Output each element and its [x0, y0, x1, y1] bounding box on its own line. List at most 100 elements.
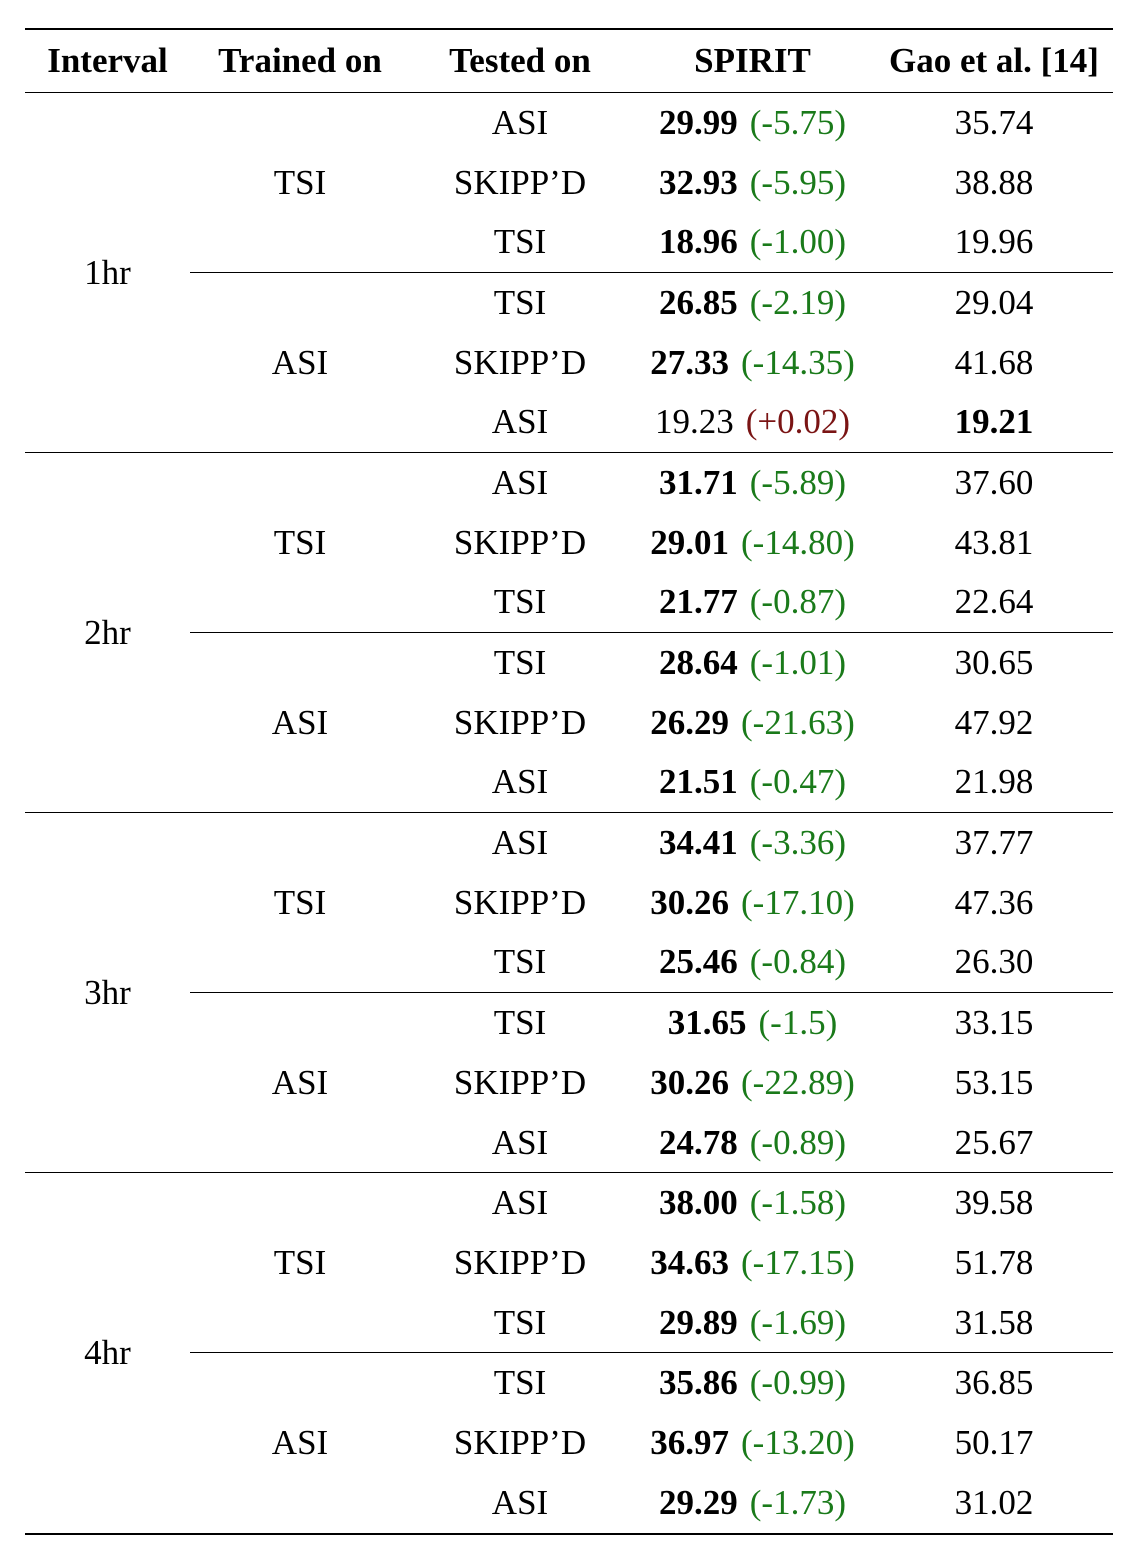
- tested-on-cell: ASI: [410, 1172, 630, 1234]
- tested-on-cell: ASI: [410, 91, 630, 153]
- table-row: SKIPP’D 34.63 (-17.15) 51.78: [25, 1233, 1113, 1293]
- table-row: SKIPP’D 32.93 (-5.95) 38.88: [25, 153, 1113, 213]
- spirit-delta: (-22.89): [741, 1062, 855, 1102]
- gao-cell: 31.02: [875, 1472, 1113, 1535]
- gao-cell: 22.64: [954, 582, 1034, 622]
- table-row: TSI 21.77 (-0.87) 22.64: [25, 573, 1113, 633]
- spirit-cell: 21.77 (-0.87): [630, 573, 875, 633]
- spirit-value: 30.26: [650, 882, 730, 922]
- gao-cell: 21.98: [954, 762, 1034, 802]
- spirit-value: 18.96: [659, 222, 738, 262]
- spirit-cell: 34.41 (-3.36): [630, 812, 875, 873]
- spirit-cell: 18.96 (-1.00): [630, 212, 875, 272]
- table-row: ASI 24.78 (-0.89) 25.67: [25, 1113, 1113, 1173]
- spirit-value: 38.00: [659, 1183, 738, 1223]
- gao-cell: 31.58: [954, 1302, 1034, 1342]
- tested-on-cell: TSI: [410, 992, 630, 1053]
- spirit-delta: (-0.47): [749, 762, 846, 802]
- table-row: 1hr TSI ASI 29.99 (-5.75) 35.74: [25, 91, 1113, 453]
- header-gao: Gao et al. [14]: [875, 28, 1113, 93]
- table-row: ASI 19.23 (+0.02) 19.21: [25, 392, 1113, 452]
- spirit-delta: (-0.87): [749, 582, 846, 622]
- spirit-delta: (-17.10): [741, 882, 855, 922]
- interval-cell: 2hr: [25, 452, 190, 813]
- spirit-cell: 19.23 (+0.02): [630, 392, 875, 452]
- tested-on-cell: SKIPP’D: [453, 342, 587, 382]
- trained-on-cell: TSI: [190, 91, 410, 273]
- spirit-cell: 29.89 (-1.69): [630, 1293, 875, 1353]
- spirit-delta: (-1.58): [749, 1183, 846, 1223]
- spirit-value: 26.29: [650, 702, 730, 742]
- header-tested-on: Tested on: [410, 28, 630, 93]
- spirit-delta: (-14.35): [741, 342, 855, 382]
- spirit-cell: 34.63 (-17.15): [630, 1233, 875, 1293]
- gao-cell: 26.30: [954, 942, 1034, 982]
- table-row: SKIPP’D 27.33 (-14.35) 41.68: [25, 333, 1113, 393]
- spirit-delta: (-0.89): [749, 1122, 846, 1162]
- gao-cell: 43.81: [954, 522, 1034, 562]
- header-trained-on: Trained on: [190, 28, 410, 93]
- tested-on-cell: TSI: [410, 632, 630, 693]
- table-row: SKIPP’D 36.97 (-13.20) 50.17: [25, 1413, 1113, 1473]
- table-row: 3hr TSI ASI 34.41 (-3.36) 37.77: [25, 812, 1113, 1173]
- table-row: TSI 18.96 (-1.00) 19.96: [25, 212, 1113, 272]
- spirit-value: 36.97: [650, 1422, 730, 1462]
- trained-on-cell: TSI: [190, 812, 410, 993]
- spirit-delta: (-1.5): [758, 1003, 838, 1043]
- header-spirit: SPIRIT: [630, 28, 875, 93]
- spirit-cell: 26.29 (-21.63): [630, 693, 875, 753]
- gao-cell: 29.04: [875, 272, 1113, 333]
- tested-on-cell: TSI: [410, 1352, 630, 1414]
- tested-on-cell: ASI: [410, 812, 630, 873]
- results-table: Interval Trained on Tested on SPIRIT Gao…: [25, 28, 1113, 1535]
- interval-cell: 1hr: [25, 91, 190, 453]
- trained-on-cell: ASI: [190, 272, 410, 453]
- spirit-cell: 35.86 (-0.99): [630, 1352, 875, 1414]
- table-row: ASI 29.29 (-1.73) 31.02: [25, 1472, 1113, 1535]
- gao-cell: 25.67: [954, 1122, 1034, 1162]
- spirit-delta: (-5.95): [749, 162, 846, 202]
- spirit-cell: 28.64 (-1.01): [630, 632, 875, 693]
- tested-on-cell: TSI: [493, 1302, 547, 1342]
- table-row: SKIPP’D 29.01 (-14.80) 43.81: [25, 513, 1113, 573]
- spirit-value: 30.26: [650, 1062, 730, 1102]
- table-row: SKIPP’D 30.26 (-17.10) 47.36: [25, 873, 1113, 933]
- header-interval: Interval: [25, 28, 190, 93]
- spirit-value: 31.65: [667, 1003, 747, 1043]
- table-row: TSI 29.89 (-1.69) 31.58: [25, 1293, 1113, 1353]
- gao-cell: 35.74: [875, 91, 1113, 153]
- spirit-delta: (-2.19): [749, 282, 846, 322]
- tested-on-cell: ASI: [491, 402, 549, 442]
- spirit-cell: 36.97 (-13.20): [630, 1413, 875, 1473]
- spirit-delta: (-13.20): [741, 1422, 855, 1462]
- results-table-container: Interval Trained on Tested on SPIRIT Gao…: [25, 28, 1113, 1535]
- trained-on-cell: ASI: [190, 632, 410, 813]
- spirit-delta: (-1.73): [749, 1482, 846, 1522]
- table-row: ASI TSI 35.86 (-0.99) 36.85: [25, 1352, 1113, 1535]
- spirit-delta: (+0.02): [745, 402, 851, 442]
- spirit-value: 31.71: [659, 462, 738, 502]
- spirit-cell: 31.71 (-5.89): [630, 452, 875, 513]
- interval-cell: 4hr: [25, 1172, 190, 1535]
- tested-on-cell: SKIPP’D: [453, 1242, 587, 1282]
- trained-on-cell: ASI: [190, 1352, 410, 1535]
- spirit-value: 25.46: [659, 942, 738, 982]
- table-row: 2hr TSI ASI 31.71 (-5.89) 37.60: [25, 452, 1113, 813]
- spirit-value: 29.29: [659, 1482, 738, 1522]
- spirit-value: 21.77: [659, 582, 738, 622]
- spirit-delta: (-0.99): [749, 1363, 846, 1403]
- spirit-value: 27.33: [650, 342, 730, 382]
- tested-on-cell: ASI: [410, 1472, 630, 1535]
- spirit-value: 19.23: [654, 402, 734, 442]
- trained-on-cell: TSI: [190, 1172, 410, 1353]
- tested-on-cell: TSI: [493, 222, 547, 262]
- spirit-value: 29.01: [650, 522, 730, 562]
- interval-cell: 3hr: [25, 812, 190, 1173]
- tested-on-cell: ASI: [491, 762, 549, 802]
- tested-on-cell: TSI: [493, 582, 547, 622]
- spirit-cell: 29.99 (-5.75): [630, 91, 875, 153]
- spirit-value: 32.93: [659, 162, 738, 202]
- spirit-delta: (-1.69): [749, 1302, 846, 1342]
- spirit-value: 34.41: [659, 823, 738, 863]
- spirit-delta: (-5.89): [749, 462, 846, 502]
